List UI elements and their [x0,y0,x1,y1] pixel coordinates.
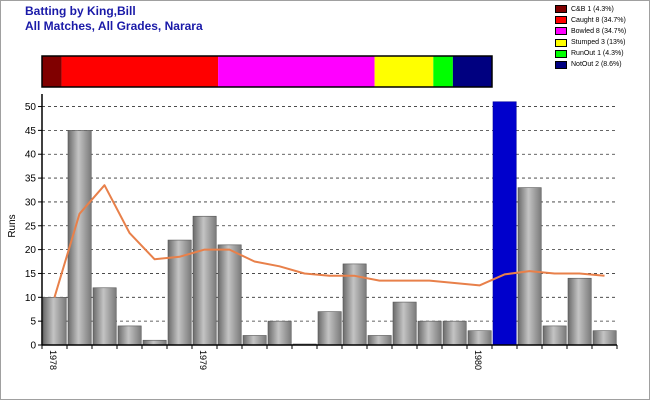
runs-bar [367,335,392,346]
runs-bars [42,101,617,346]
runs-bar [117,325,142,346]
legend-item-stumped: Stumped 3 (13%) [555,38,647,48]
runs-bar [467,330,492,346]
legend-swatch-runout [555,49,567,58]
legend: C&B 1 (4.3%) Caught 8 (34.7%) Bowled 8 (… [555,4,647,71]
runs-bar [592,330,617,346]
legend-swatch-notout [555,60,567,69]
axes: 0 5 10 15 20 25 30 35 40 45 50 1978 1979 1980 [25,94,618,370]
runs-bar [42,297,67,346]
legend-item-notout: NotOut 2 (8.6%) [555,60,647,70]
runs-bar [517,187,542,346]
runs-bar [217,244,242,346]
chart-subtitle: All Matches, All Grades, Narara [25,19,203,33]
y-tick-label: 45 [25,126,37,137]
y-tick-label: 50 [25,102,37,113]
dismissal-segment-bowled [218,56,375,87]
legend-label-runout: RunOut 1 (4.3%) [571,50,624,58]
legend-label-cb: C&B 1 (4.3%) [571,5,614,13]
x-year-label: 1980 [473,350,483,370]
legend-label-caught: Caught 8 (34.7%) [571,16,626,24]
dismissal-segment-caught [61,56,219,87]
runs-bar [542,325,567,346]
runs-bar [392,301,417,346]
y-tick-label: 15 [25,269,37,280]
legend-item-caught: Caught 8 (34.7%) [555,15,647,25]
average-line [53,184,605,298]
legend-label-notout: NotOut 2 (8.6%) [571,61,622,69]
y-tick-label: 0 [30,341,36,352]
dismissal-segment-cb [42,56,62,87]
dismissal-bar-outline [41,55,493,88]
y-tick-label: 25 [25,221,37,232]
y-tick-label: 35 [25,174,37,185]
legend-swatch-stumped [555,38,567,47]
y-tick-label: 10 [25,293,37,304]
runs-bar [567,277,592,346]
y-axis-label: Runs [7,214,18,237]
dismissal-stacked-bar [41,55,493,88]
dismissal-segment-notout [452,56,492,87]
legend-swatch-bowled [555,27,567,36]
legend-label-bowled: Bowled 8 (34.7%) [571,27,627,35]
runs-bar [492,101,517,346]
chart-title: Batting by King,Bill [25,4,136,18]
dismissal-segment-runout [433,56,453,87]
legend-item-bowled: Bowled 8 (34.7%) [555,26,647,36]
legend-swatch-cb [555,5,567,13]
runs-bar [317,311,342,346]
legend-item-cb: C&B 1 (4.3%) [555,4,647,14]
legend-label-stumped: Stumped 3 (13%) [571,39,626,47]
y-tick-label: 30 [25,197,37,208]
dismissal-segment-stumped [374,56,434,87]
runs-bar [442,320,467,346]
runs-bar [267,320,292,346]
runs-bar [242,335,267,346]
y-tick-label: 5 [30,317,36,328]
runs-bar [192,215,217,346]
x-year-label: 1978 [48,350,58,370]
y-tick-label: 40 [25,150,37,161]
x-year-label: 1979 [198,350,208,370]
runs-bar [417,320,442,346]
y-tick-label: 20 [25,245,37,256]
legend-swatch-caught [555,16,567,25]
average-line-layer [53,184,605,298]
legend-item-runout: RunOut 1 (4.3%) [555,49,647,59]
runs-bar [92,287,117,346]
